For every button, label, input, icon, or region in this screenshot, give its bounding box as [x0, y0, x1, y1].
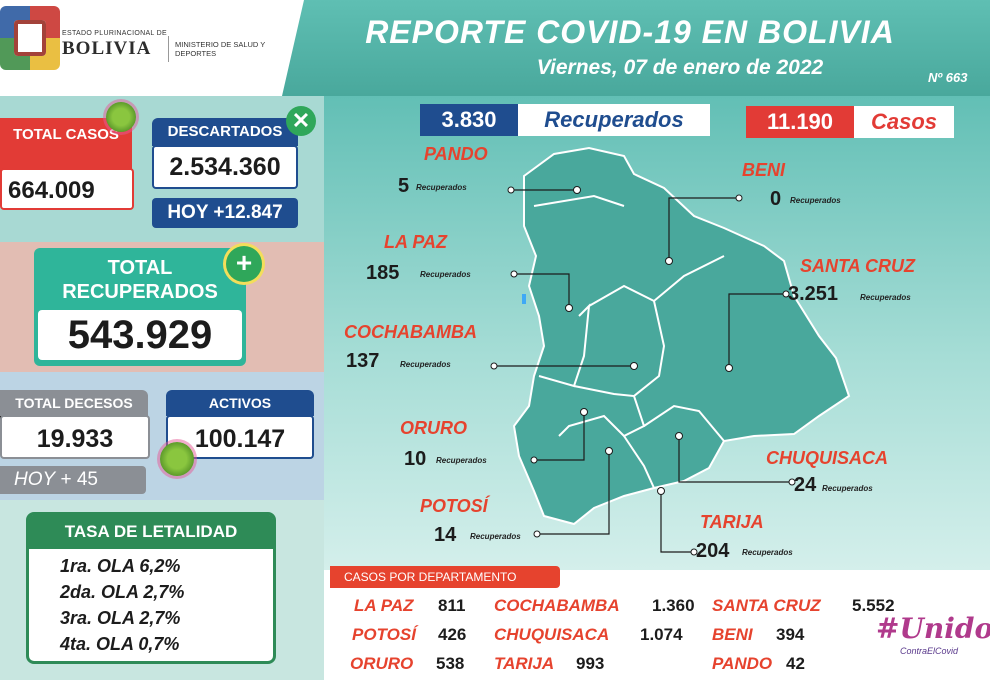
recuperados-today-number: 3.830: [420, 104, 518, 136]
cd-val-santa-cruz: 5.552: [852, 596, 895, 615]
rec-small-beni: Recuperados: [790, 196, 841, 205]
logo-divider: [168, 36, 169, 62]
bolivia-outline: [512, 146, 851, 526]
total-casos-label: TOTAL CASOS: [0, 118, 132, 172]
plus-circle-icon: +: [226, 246, 262, 282]
report-date: Viernes, 07 de enero de 2022: [536, 56, 824, 79]
rec-small-potosi: Recuperados: [470, 532, 521, 541]
rec-small-oruro: Recuperados: [436, 456, 487, 465]
dept-rec-potosi: 14: [434, 524, 457, 546]
ola-4: 4ta. OLA 0,7%: [60, 634, 180, 654]
tasa-letalidad-label: TASA DE LETALIDAD: [29, 515, 273, 549]
ola-1: 1ra. OLA 6,2%: [60, 556, 181, 576]
dept-rec-chuquisaca: 24: [794, 474, 817, 496]
dept-name-santa-cruz: SANTA CRUZ: [800, 256, 915, 276]
dept-name-cochabamba: COCHABAMBA: [344, 322, 477, 342]
logo-bolivia-text: BOLIVIA: [62, 38, 152, 59]
cd-val-chuquisaca: 1.074: [640, 625, 683, 644]
close-circle-icon: ✕: [286, 106, 316, 136]
cd-name-santa-cruz: SANTA CRUZ: [712, 596, 821, 615]
decesos-hoy-value: + 45: [60, 469, 98, 490]
descartados-label: DESCARTADOS: [152, 118, 298, 146]
cd-name-beni: BENI: [712, 625, 753, 644]
casos-today-label: Casos: [854, 106, 954, 138]
logo-ministerio-text: MINISTERIO DE SALUD Y DEPORTES: [175, 40, 266, 58]
cd-name-potosi: POTOSÍ: [352, 625, 416, 644]
total-decesos-value: 19.933: [0, 415, 150, 459]
rec-small-la-paz: Recuperados: [420, 270, 471, 279]
lake-marker: [522, 294, 526, 304]
dept-rec-cochabamba: 137: [346, 350, 380, 372]
bolivia-emblem-icon: [0, 6, 60, 70]
dept-name-chuquisaca: CHUQUISACA: [766, 448, 889, 468]
casos-departamento-panel: [324, 570, 990, 680]
dept-rec-oruro: 10: [404, 448, 427, 470]
dept-rec-la-paz: 185: [366, 262, 400, 284]
cd-name-chuquisaca: CHUQUISACA: [494, 625, 610, 644]
total-recuperados-label: TOTAL RECUPERADOS: [62, 257, 218, 303]
page-title: REPORTE COVID-19 EN BOLIVIA: [365, 14, 895, 50]
dept-name-potosi: POTOSÍ: [420, 496, 488, 516]
dept-name-beni: BENI: [742, 160, 786, 180]
descartados-hoy: HOY +12.847: [152, 198, 298, 228]
rec-small-santa-cruz: Recuperados: [860, 293, 911, 302]
rec-small-tarija: Recuperados: [742, 548, 793, 557]
map-points: [490, 186, 796, 556]
activos-label: ACTIVOS: [166, 390, 314, 416]
dept-rec-tarija: 204: [696, 540, 730, 562]
dept-rec-pando: 5: [398, 175, 410, 197]
total-recuperados-value: 543.929: [38, 310, 242, 360]
casos-departamento-label: CASOS POR DEPARTAMENTO: [330, 566, 560, 588]
dept-name-tarija: TARIJA: [700, 512, 764, 532]
dept-rec-beni: 0: [770, 188, 782, 210]
dept-rec-santa-cruz: 3.251: [788, 283, 839, 305]
logo-estado-text: ESTADO PLURINACIONAL DE: [62, 30, 167, 37]
total-casos-value: 664.009: [0, 168, 134, 210]
rec-small-cochabamba: Recuperados: [400, 360, 451, 369]
cd-name-tarija: TARIJA: [494, 654, 555, 673]
header: ESTADO PLURINACIONAL DE BOLIVIA MINISTER…: [0, 0, 990, 96]
bolivia-map: [490, 146, 851, 556]
rec-small-chuquisaca: Recuperados: [822, 484, 873, 493]
header-band: [282, 0, 990, 96]
cd-val-oruro: 538: [436, 654, 465, 673]
cd-name-la-paz: LA PAZ: [354, 596, 414, 615]
cd-name-pando: PANDO: [712, 654, 773, 673]
dept-name-la-paz: LA PAZ: [384, 232, 447, 252]
decesos-hoy: HOY + 45: [0, 466, 146, 494]
total-decesos-label: TOTAL DECESOS: [0, 390, 148, 416]
cd-name-oruro: ORURO: [350, 654, 414, 673]
cd-val-potosi: 426: [438, 625, 467, 644]
cd-val-cochabamba: 1.360: [652, 596, 695, 615]
unidos-logo: #Unidos: [876, 612, 990, 645]
cd-val-la-paz: 811: [438, 596, 466, 615]
report-number: Nº 663: [928, 70, 968, 85]
cd-val-beni: 394: [776, 625, 805, 644]
dept-name-oruro: ORURO: [400, 418, 467, 438]
cd-name-cochabamba: COCHABAMBA: [494, 596, 620, 615]
leader-lines: [494, 189, 792, 553]
descartados-value: 2.534.360: [152, 145, 298, 189]
decesos-hoy-word: HOY: [14, 469, 56, 490]
virus-icon: [160, 442, 194, 476]
ola-3: 3ra. OLA 2,7%: [60, 608, 181, 628]
dept-name-pando: PANDO: [424, 144, 488, 164]
rec-small-pando: Recuperados: [416, 183, 467, 192]
unidos-subtitle: ContraElCovid: [900, 646, 959, 656]
virus-icon: [106, 102, 136, 132]
cd-val-pando: 42: [786, 654, 805, 673]
casos-today-number: 11.190: [746, 106, 854, 138]
ola-2: 2da. OLA 2,7%: [60, 582, 185, 602]
recuperados-today-label: Recuperados: [518, 104, 710, 136]
cd-val-tarija: 993: [576, 654, 605, 673]
